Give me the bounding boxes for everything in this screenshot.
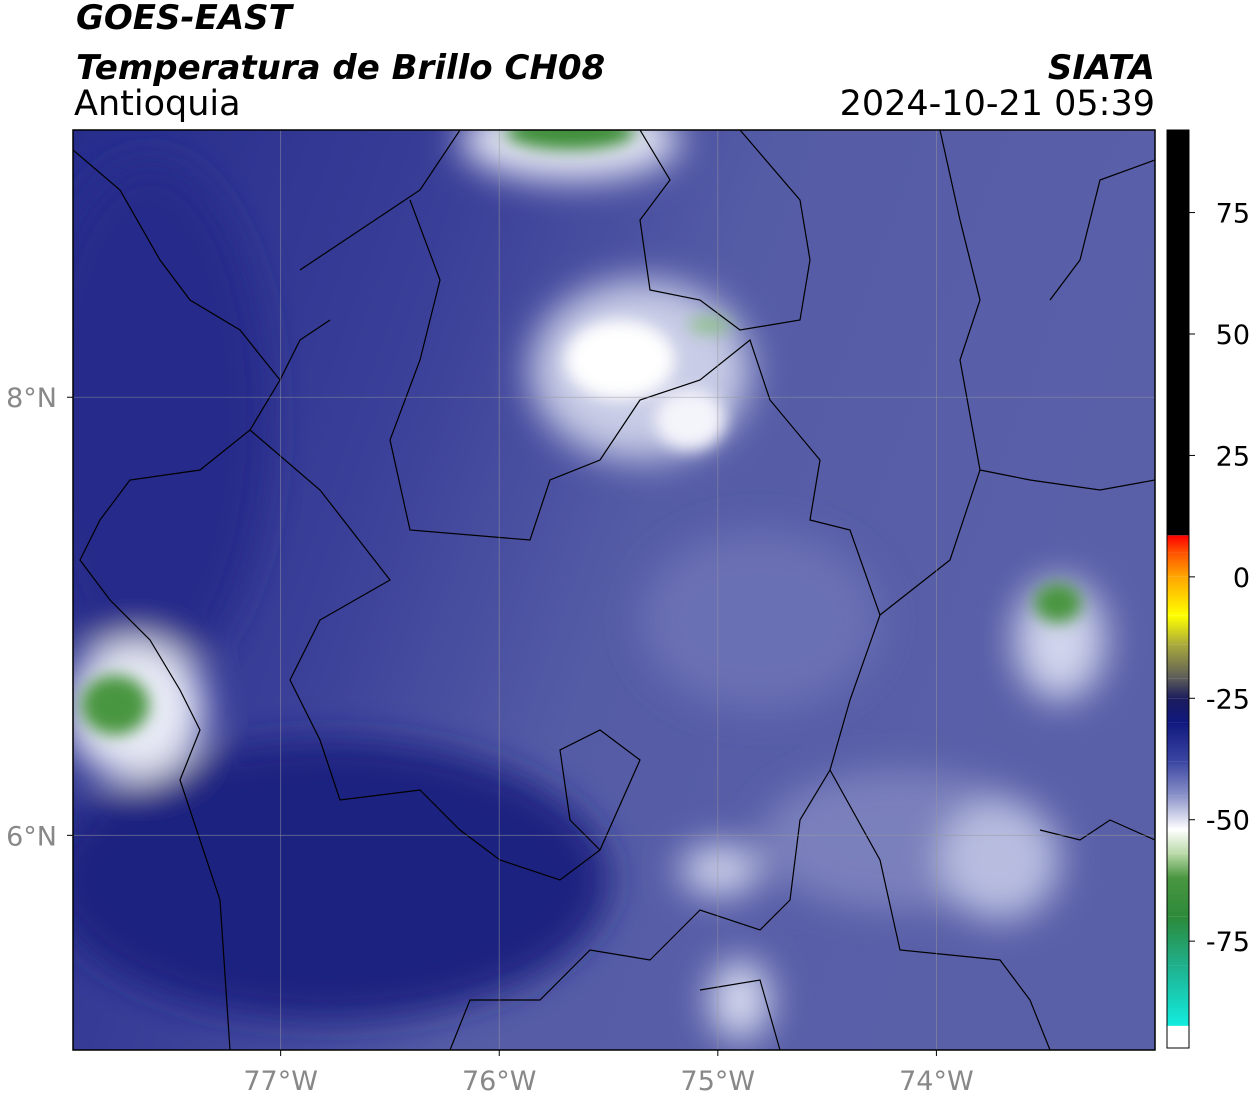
title: GOES-EAST [76,0,295,38]
colorbar-segment [1167,878,1189,917]
colorbar-segment [1167,917,1189,966]
region: Antioquia [74,84,241,124]
lon-tick-label: 77°W [243,1066,318,1097]
lat-tick-label: 8°N [6,383,57,414]
lon-tick-label: 75°W [681,1066,756,1097]
colorbar-tick-label: 25 [1216,441,1250,472]
colorbar-segment [1167,795,1189,829]
map-image [30,100,1155,1050]
colorbar-segment [1167,553,1189,577]
colorbar-tick-label: -75 [1206,927,1250,958]
colorbar-segment [1167,965,1189,1025]
lon-tick-label: 76°W [462,1066,537,1097]
colorbar-tick-label: -25 [1206,684,1250,715]
colorbar-tick-label: 50 [1216,320,1250,351]
colorbar-segment [1167,536,1189,553]
colorbar-segment [1167,577,1189,616]
colorbar-segment [1167,829,1189,853]
source: SIATA [1048,48,1155,88]
lon-tick-label: 74°W [899,1066,974,1097]
colorbar-segment [1167,854,1189,878]
colorbar-segment [1167,616,1189,645]
colorbar-segment [1167,130,1189,535]
colorbar-segment [1167,645,1189,679]
colorbar-segment [1167,698,1189,722]
colorbar-tick-label: 0 [1233,563,1250,594]
timestamp: 2024-10-21 05:39 [840,84,1155,124]
lat-tick-label: 6°N [6,821,57,852]
subtitle: Temperatura de Brillo CH08 [76,48,605,88]
colorbar-segment [1167,761,1189,795]
colorbar-tick-label: -50 [1206,806,1250,837]
colorbar-tick-label: 75 [1216,199,1250,230]
colorbar-segment [1167,1026,1189,1048]
colorbar-segment [1167,723,1189,762]
colorbar-segment [1167,679,1189,698]
